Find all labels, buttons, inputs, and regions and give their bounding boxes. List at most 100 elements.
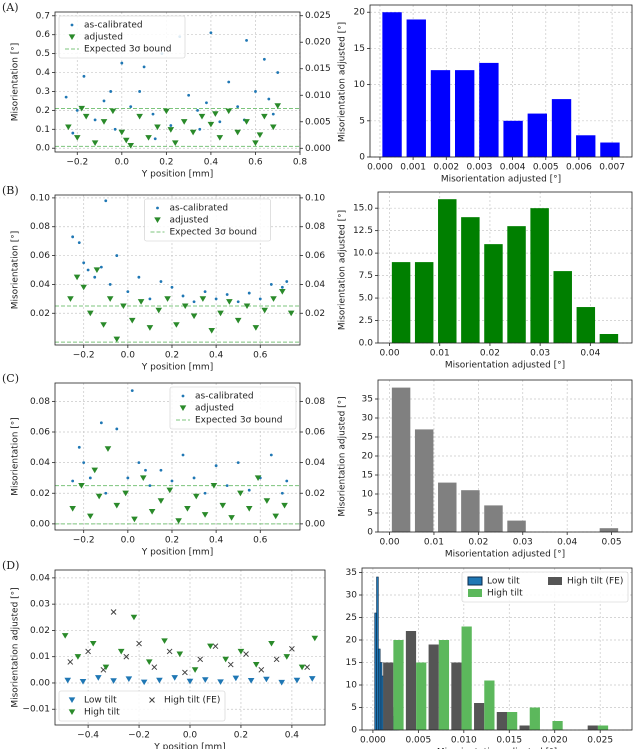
y2-tick-label: 0.02 [305,489,325,499]
legend-swatch [149,697,155,703]
point [285,280,289,283]
x-tick-label: −0.2 [66,158,88,168]
point [254,90,257,93]
point [217,310,224,317]
bar [430,70,451,157]
point [64,95,68,99]
y-axis-label: Misorientation [°] [11,417,21,496]
x-tick-label: −0.2 [128,731,150,741]
x-axis-label: Misorientation adjusted [°] [437,748,557,749]
point [137,461,141,465]
point [137,275,141,279]
marks [382,12,620,157]
point [237,490,244,497]
point [207,643,214,650]
point [67,659,74,665]
y-tick-label: 5 [367,509,373,519]
point [170,285,174,289]
point [75,108,79,112]
y-tick-label: 0 [351,726,357,736]
y-tick-label: 0.7 [36,11,50,21]
point [171,675,179,681]
point [243,303,251,310]
point [222,656,229,663]
plot-frame [377,379,633,533]
x-tick-label: 0.6 [248,158,263,168]
y2-tick-label: 0.04 [305,280,325,290]
y2-tick-label: 0.10 [305,193,325,203]
point [167,127,175,133]
legend-swatch [179,405,187,411]
legend-swatch [468,589,482,597]
y-tick-label: 15 [362,471,373,481]
y2-axis-label: Misorientation adjusted [°] [338,396,348,516]
point [85,648,91,655]
bar [414,262,434,343]
bar [552,721,563,730]
legend-label: Low tilt [84,696,117,706]
point [270,296,277,302]
point [169,124,173,127]
y-tick-label: 0.04 [30,280,50,290]
point [212,643,219,650]
x-tick-label: 0.000 [360,736,386,746]
panel-label: (B) [2,184,19,197]
y-tick-label: 0.3 [36,87,50,97]
x-tick-label: 0.04 [580,349,600,359]
point [151,112,155,116]
bar [406,19,426,157]
y-tick-label: 30 [346,591,358,601]
point [196,108,199,112]
y-tick-label: 5 [351,703,357,713]
bar [461,217,480,343]
point [163,108,170,115]
point [280,491,284,495]
bar [428,644,439,730]
bar [507,712,518,730]
x-tick-label: 0.007 [599,163,625,173]
x-tick-label: 0.006 [566,163,592,173]
point [263,676,270,683]
point [237,648,245,655]
point [247,291,251,295]
y-axis-label: Misorientation adjusted [°] [11,587,21,707]
point [117,648,125,655]
y-tick-label: 10 [354,80,366,90]
point [243,651,249,657]
panel-label: (C) [2,372,19,385]
y-axis-label: Misorientation [°] [11,43,21,122]
legend-label: adjusted [170,216,209,226]
y2-tick-label: 0.015 [305,64,331,74]
x-tick-label: 0.03 [513,538,533,548]
marks [391,199,619,343]
point [122,490,129,497]
point [148,484,152,487]
point [236,105,240,108]
point [61,633,69,639]
point [139,475,147,481]
point [252,325,260,331]
y-tick-label: 25 [362,433,373,443]
y-axis-label: Misorientation [°] [11,231,21,310]
y-tick-label: 0 [367,528,373,538]
point [187,93,191,97]
y-tick-label: 15 [354,44,365,54]
point [210,482,218,489]
point [145,135,152,141]
point [127,143,135,149]
point [173,322,180,328]
point [234,317,242,324]
marks [55,31,300,149]
point [181,303,189,310]
x-tick-label: 0.04 [557,538,577,548]
x-tick-label: 0.2 [165,536,179,546]
bar [587,725,598,730]
point [113,127,117,131]
point [252,661,260,668]
point [216,135,224,141]
x-tick-label: 0.0 [121,536,136,546]
x-tick-label: −0.2 [73,351,95,361]
x-tick-label: 0.4 [204,158,219,168]
point [189,129,197,136]
bar [461,626,472,730]
